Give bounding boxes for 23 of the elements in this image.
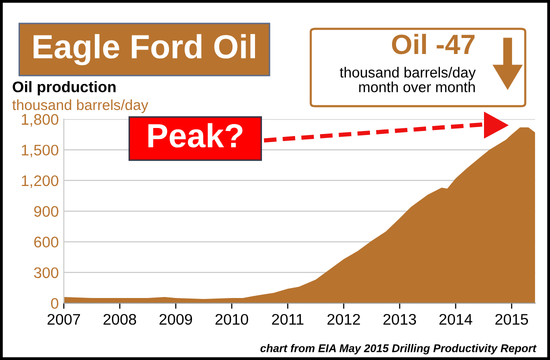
y-axis-title: thousand barrels/day [12, 99, 148, 113]
text: chart from EIA May 2015 Drilling Productivity Report [260, 344, 537, 354]
y-tick-label: 300 [34, 267, 58, 278]
x-tick-label: 2007 [48, 314, 80, 325]
y-tick-label: 0 [51, 298, 58, 309]
x-tick-label: 2014 [439, 314, 472, 325]
x-tick-label: 2015 [495, 314, 528, 325]
chart-title: Eagle Ford Oil [34, 34, 255, 66]
x-tick-label: 2013 [383, 314, 416, 325]
text: thousand barrels/day month over month [340, 66, 476, 92]
y-tick-label: 1,800 [22, 114, 58, 127]
x-tick-label: 2009 [160, 314, 192, 325]
chart-subtitle: Oil production [12, 81, 116, 96]
y-tick-label: 900 [34, 206, 58, 217]
y-tick-label: 1,200 [22, 175, 58, 188]
x-tick-label: 2011 [272, 314, 304, 325]
y-tick-label: 600 [34, 236, 58, 248]
text: Oil -47 [392, 34, 475, 54]
annotation: Peak? [148, 123, 242, 148]
y-tick-label: 1,500 [22, 144, 58, 158]
x-tick-label: 2010 [216, 314, 248, 325]
x-tick-label: 2012 [327, 314, 360, 325]
x-tick-label: 2008 [104, 314, 136, 325]
